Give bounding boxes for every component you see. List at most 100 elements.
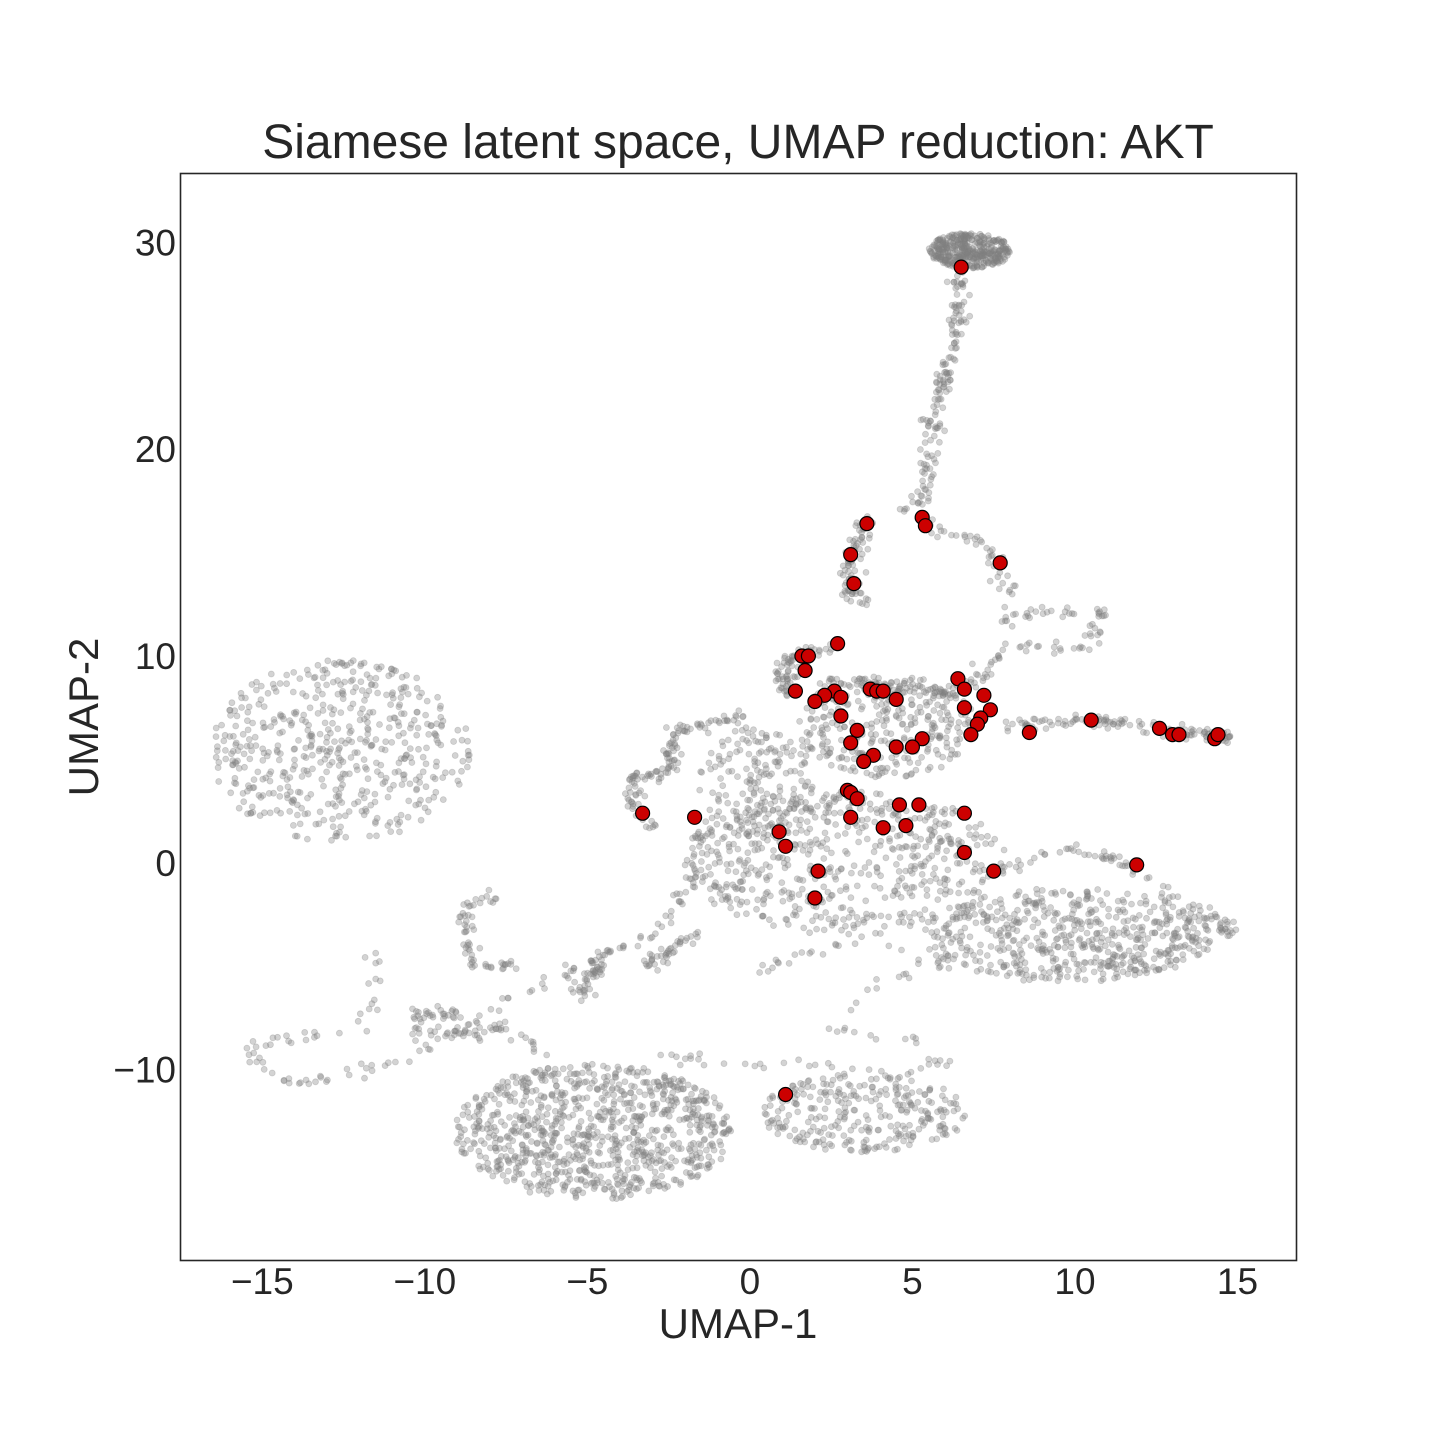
background-point xyxy=(1111,974,1118,982)
background-point xyxy=(1088,908,1096,916)
background-point xyxy=(425,796,433,804)
background-point xyxy=(733,800,740,808)
background-point xyxy=(796,718,803,725)
background-point xyxy=(658,1110,666,1118)
background-point xyxy=(876,1107,884,1114)
background-point xyxy=(312,694,320,702)
background-point xyxy=(302,754,310,761)
background-point xyxy=(476,1152,484,1160)
background-point xyxy=(1005,247,1013,255)
background-point xyxy=(582,1181,590,1189)
background-point xyxy=(992,238,999,246)
background-point xyxy=(1112,913,1120,921)
background-point xyxy=(329,823,337,831)
background-point xyxy=(992,255,1000,263)
background-point xyxy=(422,711,430,719)
background-point xyxy=(431,775,439,783)
background-point xyxy=(909,1129,917,1137)
background-point xyxy=(980,247,988,255)
background-point xyxy=(642,823,650,831)
background-point xyxy=(757,787,765,794)
background-point xyxy=(660,1181,667,1188)
background-point xyxy=(1094,945,1102,952)
background-point xyxy=(460,1029,468,1036)
background-point xyxy=(865,871,873,878)
background-point xyxy=(565,1151,573,1158)
background-point xyxy=(291,762,299,770)
background-point xyxy=(422,783,430,791)
background-point xyxy=(658,1172,665,1180)
background-point xyxy=(840,765,848,772)
background-point xyxy=(995,254,1002,262)
background-point xyxy=(245,703,253,711)
background-point xyxy=(1188,725,1195,733)
background-point xyxy=(700,1061,708,1069)
background-point xyxy=(1081,976,1089,984)
background-point xyxy=(303,666,311,674)
background-point xyxy=(452,1027,460,1035)
background-point xyxy=(923,892,931,899)
background-point xyxy=(937,253,945,261)
background-point xyxy=(959,237,967,245)
background-point xyxy=(635,1148,643,1155)
background-point xyxy=(927,417,934,425)
background-point xyxy=(569,967,577,975)
background-point xyxy=(468,922,476,930)
background-point xyxy=(347,754,355,761)
background-point xyxy=(1004,932,1011,940)
background-point xyxy=(576,1080,583,1087)
background-point xyxy=(753,830,761,838)
background-point xyxy=(979,250,987,258)
background-point xyxy=(730,840,737,848)
background-point xyxy=(613,1175,621,1183)
background-point xyxy=(1201,728,1208,736)
background-point xyxy=(832,875,840,883)
background-point xyxy=(724,867,732,875)
background-point xyxy=(365,687,373,695)
background-point xyxy=(491,895,499,903)
background-point xyxy=(826,802,833,809)
background-point xyxy=(944,260,952,267)
background-point xyxy=(324,726,332,733)
background-point xyxy=(384,1059,392,1067)
background-point xyxy=(436,705,444,712)
background-point xyxy=(654,967,661,974)
background-point xyxy=(971,254,978,262)
background-point xyxy=(361,764,369,771)
background-point xyxy=(615,1081,623,1089)
background-point xyxy=(902,1092,910,1100)
background-point xyxy=(961,235,968,243)
background-point xyxy=(722,792,730,799)
background-point xyxy=(1070,906,1077,914)
background-point xyxy=(339,758,347,766)
background-point xyxy=(988,250,995,258)
background-point xyxy=(952,1093,960,1101)
background-point xyxy=(391,1058,399,1066)
background-point xyxy=(771,758,779,766)
background-point xyxy=(675,727,683,735)
background-point xyxy=(277,809,285,817)
background-point xyxy=(347,659,355,667)
background-point xyxy=(888,845,896,852)
background-point xyxy=(321,666,329,674)
background-point xyxy=(943,245,951,252)
background-point xyxy=(965,824,973,831)
background-point xyxy=(1171,932,1179,940)
background-point xyxy=(949,256,956,264)
background-point xyxy=(980,251,988,258)
background-point xyxy=(383,691,390,699)
background-point xyxy=(796,821,803,829)
background-point xyxy=(744,856,752,864)
background-point xyxy=(793,1091,801,1099)
background-point xyxy=(518,1101,526,1109)
background-point xyxy=(636,1102,644,1109)
background-point xyxy=(718,738,726,746)
background-point xyxy=(249,1038,257,1045)
background-point xyxy=(795,1056,802,1064)
background-point xyxy=(1100,606,1108,614)
background-point xyxy=(276,680,284,687)
background-point xyxy=(292,710,299,718)
background-point xyxy=(543,1190,551,1198)
background-point xyxy=(309,765,316,773)
background-point xyxy=(995,247,1003,254)
